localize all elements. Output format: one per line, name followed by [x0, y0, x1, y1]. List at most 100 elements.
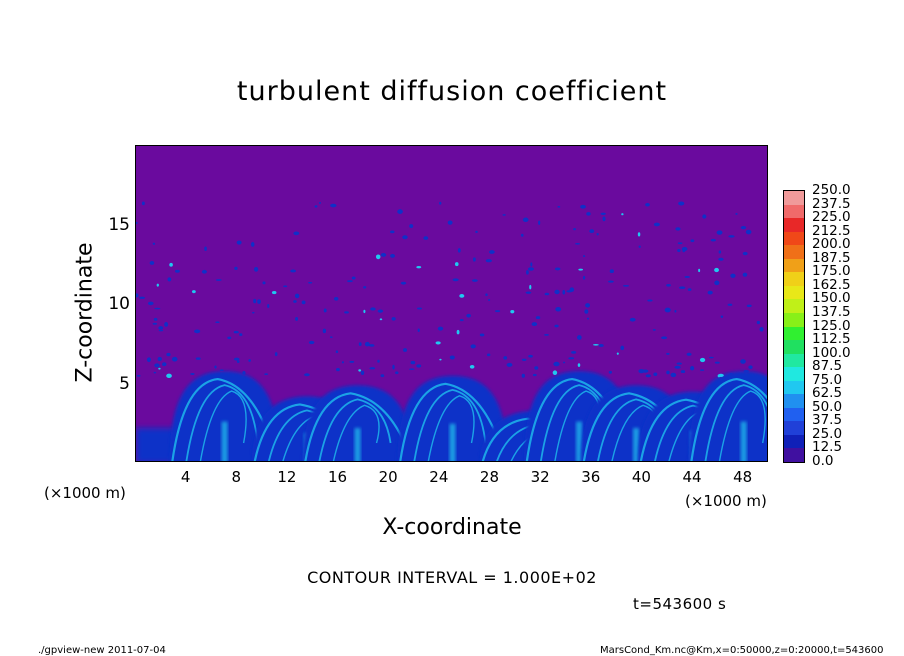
turbulence-speckle [274, 352, 278, 357]
colorbar-segment [784, 245, 804, 260]
colorbar-label: 187.5 [812, 249, 851, 266]
turbulence-speckle [552, 370, 558, 375]
turbulence-speckle [409, 224, 414, 229]
turbulence-speckle [748, 365, 753, 369]
turbulence-speckle [707, 290, 713, 295]
turbulence-speckle [742, 272, 748, 277]
turbulence-speckle [344, 311, 349, 314]
plume [397, 375, 508, 461]
turbulence-speckle [687, 288, 692, 291]
turbulence-speckle [392, 364, 395, 370]
turbulence-speckle [400, 281, 407, 285]
colorbar-label: 112.5 [812, 331, 851, 348]
x-tick-label: 36 [581, 468, 601, 486]
turbulence-speckle [314, 205, 318, 208]
turbulence-speckle [521, 373, 525, 378]
plume-streak [199, 390, 247, 461]
turbulence-speckle [377, 309, 384, 313]
plot-area [135, 145, 768, 462]
turbulence-speckle [718, 373, 724, 377]
turbulence-speckle [664, 307, 671, 313]
turbulence-speckle [740, 359, 746, 364]
plume-streak [171, 377, 273, 461]
turbulence-speckle [684, 275, 690, 278]
plume-streak [704, 384, 767, 461]
turbulence-speckle [158, 326, 164, 330]
turbulence-speckle [638, 369, 645, 374]
turbulence-speckle [204, 246, 207, 251]
turbulence-speckle [690, 366, 695, 371]
turbulence-speckle [580, 204, 586, 209]
turbulence-speckle [645, 202, 650, 207]
turbulence-speckle [379, 318, 383, 321]
plume-layer [136, 371, 767, 461]
x-tick-label: 16 [328, 468, 348, 486]
colorbar-segment [784, 299, 804, 314]
turbulence-speckle [573, 227, 576, 231]
turbulence-speckle [535, 316, 541, 320]
heatmap-field [136, 146, 767, 461]
turbulence-speckle [447, 220, 453, 225]
turbulence-speckle [557, 206, 561, 208]
turbulence-speckle [215, 321, 220, 324]
turbulence-speckle [746, 304, 752, 308]
turbulence-speckle [647, 299, 653, 302]
turbulence-speckle [554, 324, 559, 328]
turbulence-speckle [333, 296, 339, 301]
turbulence-speckle [239, 333, 243, 337]
turbulence-speckle [469, 364, 475, 369]
turbulence-speckle [718, 257, 724, 261]
turbulence-speckle [402, 235, 408, 240]
colorbar-label: 137.5 [812, 303, 851, 320]
turbulence-speckle [638, 245, 641, 248]
x-tick-label: 40 [631, 468, 651, 486]
turbulence-speckle [698, 268, 701, 273]
colorbar-segment [784, 407, 804, 422]
turbulence-speckle [553, 361, 560, 367]
turbulence-speckle [252, 311, 255, 314]
colorbar-segment [784, 394, 804, 409]
turbulence-speckle [364, 341, 370, 347]
turbulence-speckle [596, 233, 599, 236]
turbulence-speckle [416, 364, 422, 368]
turbulence-speckle [158, 329, 164, 332]
plume-streak [185, 384, 259, 461]
turbulence-speckle [358, 342, 362, 346]
turbulence-speckle [728, 235, 735, 238]
turbulence-speckle [437, 326, 444, 331]
turbulence-speckle [164, 322, 169, 327]
turbulence-speckle [554, 289, 560, 295]
turbulence-speckle [416, 265, 422, 269]
colorbar-label: 150.0 [812, 290, 851, 307]
turbulence-speckle [242, 371, 246, 375]
turbulence-speckle [459, 294, 465, 298]
turbulence-speckle [167, 277, 172, 282]
colorbar-label: 25.0 [812, 425, 843, 442]
turbulence-speckle [439, 201, 442, 205]
colorbar-segment [784, 218, 804, 233]
y-tick-label: 15 [108, 215, 130, 235]
turbulence-speckle [370, 307, 376, 311]
turbulence-speckle [459, 319, 464, 322]
turbulence-speckle [336, 368, 340, 372]
turbulence-speckle [609, 269, 614, 274]
colorbar-label: 175.0 [812, 263, 851, 280]
turbulence-speckle [720, 315, 724, 318]
plume-stem [633, 428, 640, 461]
turbulence-speckle [347, 280, 353, 283]
turbulence-speckle [391, 317, 396, 321]
turbulence-speckle [233, 330, 239, 334]
turbulence-speckle [190, 372, 195, 375]
turbulence-speckle [528, 354, 533, 358]
colorbar-segment [784, 231, 804, 246]
y-tick-label: 10 [108, 294, 130, 314]
turbulence-speckle [699, 357, 706, 363]
turbulence-speckle [661, 336, 668, 340]
turbulence-speckle [522, 217, 529, 222]
turbulence-speckle [585, 303, 591, 308]
turbulence-speckle [670, 372, 677, 378]
turbulence-speckle [253, 266, 259, 272]
turbulence-speckle [293, 300, 297, 303]
turbulence-speckle [569, 287, 575, 292]
turbulence-speckle [290, 269, 297, 273]
